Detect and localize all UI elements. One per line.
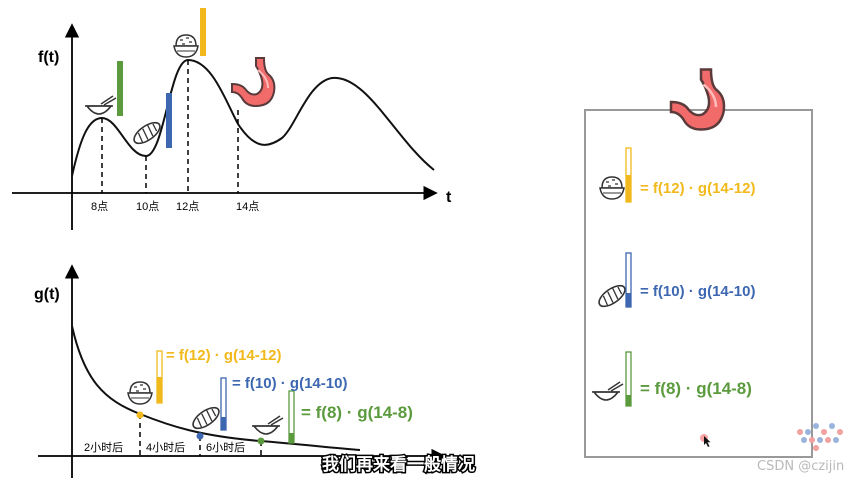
segment-label-2h: 2小时后: [84, 441, 123, 454]
stomach-icon: [231, 57, 276, 107]
formula-8: = f(8) · g(14-8): [301, 403, 413, 422]
bowl-level-fill: [289, 433, 294, 443]
g-curve: [71, 325, 361, 451]
top-plot: f(t) t 8点 10点 12点 14点: [12, 8, 452, 230]
tick-label-10: 10点: [136, 200, 159, 213]
rice-bowl-icon: [127, 381, 153, 405]
panel-frame: [584, 109, 813, 458]
bread-bar: [166, 93, 172, 148]
subtitle: 我们再来看一般情况: [322, 454, 475, 475]
panel-formula-10: = f(10) · g(14-10): [640, 283, 755, 300]
panel-bowl-fill: [626, 395, 631, 406]
segment-label-6h: 6小时后: [206, 441, 245, 454]
formula-12: = f(12) · g(14-12): [166, 347, 281, 364]
bread-icon: [129, 117, 165, 149]
decor-dots: [797, 423, 843, 451]
panel-formula-12: = f(12) · g(14-12): [640, 180, 755, 197]
rice-bar: [200, 8, 206, 56]
tick-label-8: 8点: [91, 200, 108, 213]
panel-formula-8: = f(8) · g(14-8): [640, 379, 752, 398]
bread-icon: [188, 402, 224, 434]
bowl-icon: [251, 415, 284, 435]
watermark: CSDN @czijin: [757, 459, 844, 474]
tick-label-14: 14点: [236, 200, 259, 213]
point-8: [257, 437, 265, 445]
bottom-y-label: g(t): [34, 286, 60, 303]
point-10: [196, 432, 204, 440]
rice-level-fill: [157, 377, 162, 403]
top-y-label: f(t): [38, 49, 59, 66]
segment-label-4h: 4小时后: [146, 441, 185, 454]
cursor-icon: [704, 436, 711, 447]
panel-bread-fill: [626, 293, 631, 307]
stomach-panel: = f(12) · g(14-12) = f(10) · g(14-10) = …: [584, 68, 813, 458]
rice-bowl-icon: [173, 34, 199, 58]
point-12: [136, 411, 144, 419]
formula-10: = f(10) · g(14-10): [232, 375, 347, 392]
breakfast-bar: [117, 61, 123, 116]
top-x-label: t: [446, 189, 452, 206]
tick-label-12: 12点: [176, 200, 199, 213]
f-curve: [71, 58, 435, 177]
rice-bowl-icon: [599, 176, 625, 200]
bowl-icon: [84, 95, 117, 115]
panel-rice-fill: [626, 175, 631, 202]
bottom-plot: g(t) 2小时后 4小时后 6小时后 = f(12) · g(14-12) =…: [34, 264, 446, 478]
bread-level-fill: [221, 417, 226, 430]
